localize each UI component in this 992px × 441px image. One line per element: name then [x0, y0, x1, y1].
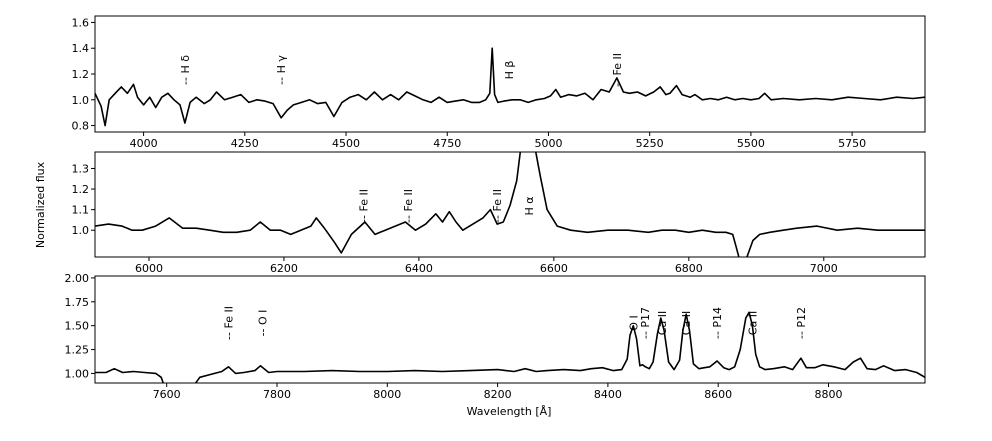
line-id-label: -- Fe II	[358, 189, 371, 223]
line-id-label: Ca II	[656, 311, 669, 335]
x-tick-label: 8000	[373, 388, 401, 401]
y-tick-label: 2.00	[65, 272, 90, 285]
line-id-label: O I	[627, 315, 640, 330]
x-tick-label: 7000	[810, 262, 838, 275]
line-id-label: -- Fe II	[402, 189, 415, 223]
line-id-label: -- Fe II	[611, 53, 624, 87]
y-tick-label: 0.8	[72, 120, 90, 133]
y-tick-label: 1.25	[65, 344, 90, 357]
y-tick-label: 1.0	[72, 224, 90, 237]
y-tick-label: 1.50	[65, 320, 90, 333]
spectrum-line-top	[95, 47, 925, 127]
x-tick-label: 6800	[675, 262, 703, 275]
x-tick-label: 6000	[135, 262, 163, 275]
y-tick-label: 1.2	[72, 68, 90, 81]
panel-frame-bottom	[94, 275, 926, 384]
x-tick-label: 8400	[594, 388, 622, 401]
line-id-label: Ca II	[746, 311, 759, 335]
y-tick-label: 1.3	[72, 162, 90, 175]
line-id-label: -- P14	[711, 307, 724, 339]
panel-bottom: 7600 7800 8000 8200 8400 8600 8800 1.00 1.25 1.50…	[65, 272, 926, 401]
y-tick-label: 1.1	[72, 204, 90, 217]
x-tick-label: 4250	[231, 137, 259, 150]
x-tick-label: 4000	[130, 137, 158, 150]
y-tick-label: 1.00	[65, 367, 90, 380]
x-tick-label: 6200	[270, 262, 298, 275]
panel-middle: 6000 6200 6400 6600 6800 7000 1.0 1.1 1.2 1.3 -- F…	[72, 151, 926, 275]
line-id-label: -- H γ	[275, 55, 288, 85]
line-id-label: -- Fe II	[223, 306, 236, 340]
x-tick-label: 4750	[433, 137, 461, 150]
y-tick-label: 1.2	[72, 183, 90, 196]
x-tick-label: 8600	[704, 388, 732, 401]
x-tick-label: 5000	[534, 137, 562, 150]
x-tick-label: 5250	[636, 137, 664, 150]
x-axis-label: Wavelength [Å]	[467, 405, 552, 418]
y-tick-label: 1.75	[65, 296, 90, 309]
line-id-label: H β	[503, 61, 516, 80]
x-tick-label: 6600	[540, 262, 568, 275]
panel-top: 4000 4250 4500 4750 5000 5250 5500 5750 0.8 1.0 1.…	[72, 15, 926, 150]
y-tick-label: 1.6	[72, 16, 90, 29]
x-tick-label: 5750	[838, 137, 866, 150]
x-tick-label: 5500	[737, 137, 765, 150]
y-axis-label: Normalized flux	[34, 161, 47, 248]
line-id-label: H α	[523, 196, 536, 215]
line-id-label: -- P17	[639, 307, 652, 339]
line-id-label: -- H δ	[179, 55, 192, 85]
x-tick-label: 6400	[405, 262, 433, 275]
spectrum-line-middle	[95, 152, 925, 257]
spectrum-line-bottom	[95, 311, 925, 383]
x-tick-label: 8200	[484, 388, 512, 401]
line-id-label: -- Fe II	[491, 189, 504, 223]
x-tick-label: 8800	[814, 388, 842, 401]
y-tick-label: 1.4	[72, 42, 90, 55]
line-id-label: Ca II	[680, 311, 693, 335]
x-tick-label: 7800	[263, 388, 291, 401]
x-tick-label: 7600	[153, 388, 181, 401]
y-tick-label: 1.0	[72, 94, 90, 107]
x-tick-label: 4500	[332, 137, 360, 150]
line-id-label: -- P12	[795, 307, 808, 339]
panel-frame-middle	[94, 151, 926, 258]
line-id-label: -- O I	[257, 310, 270, 337]
